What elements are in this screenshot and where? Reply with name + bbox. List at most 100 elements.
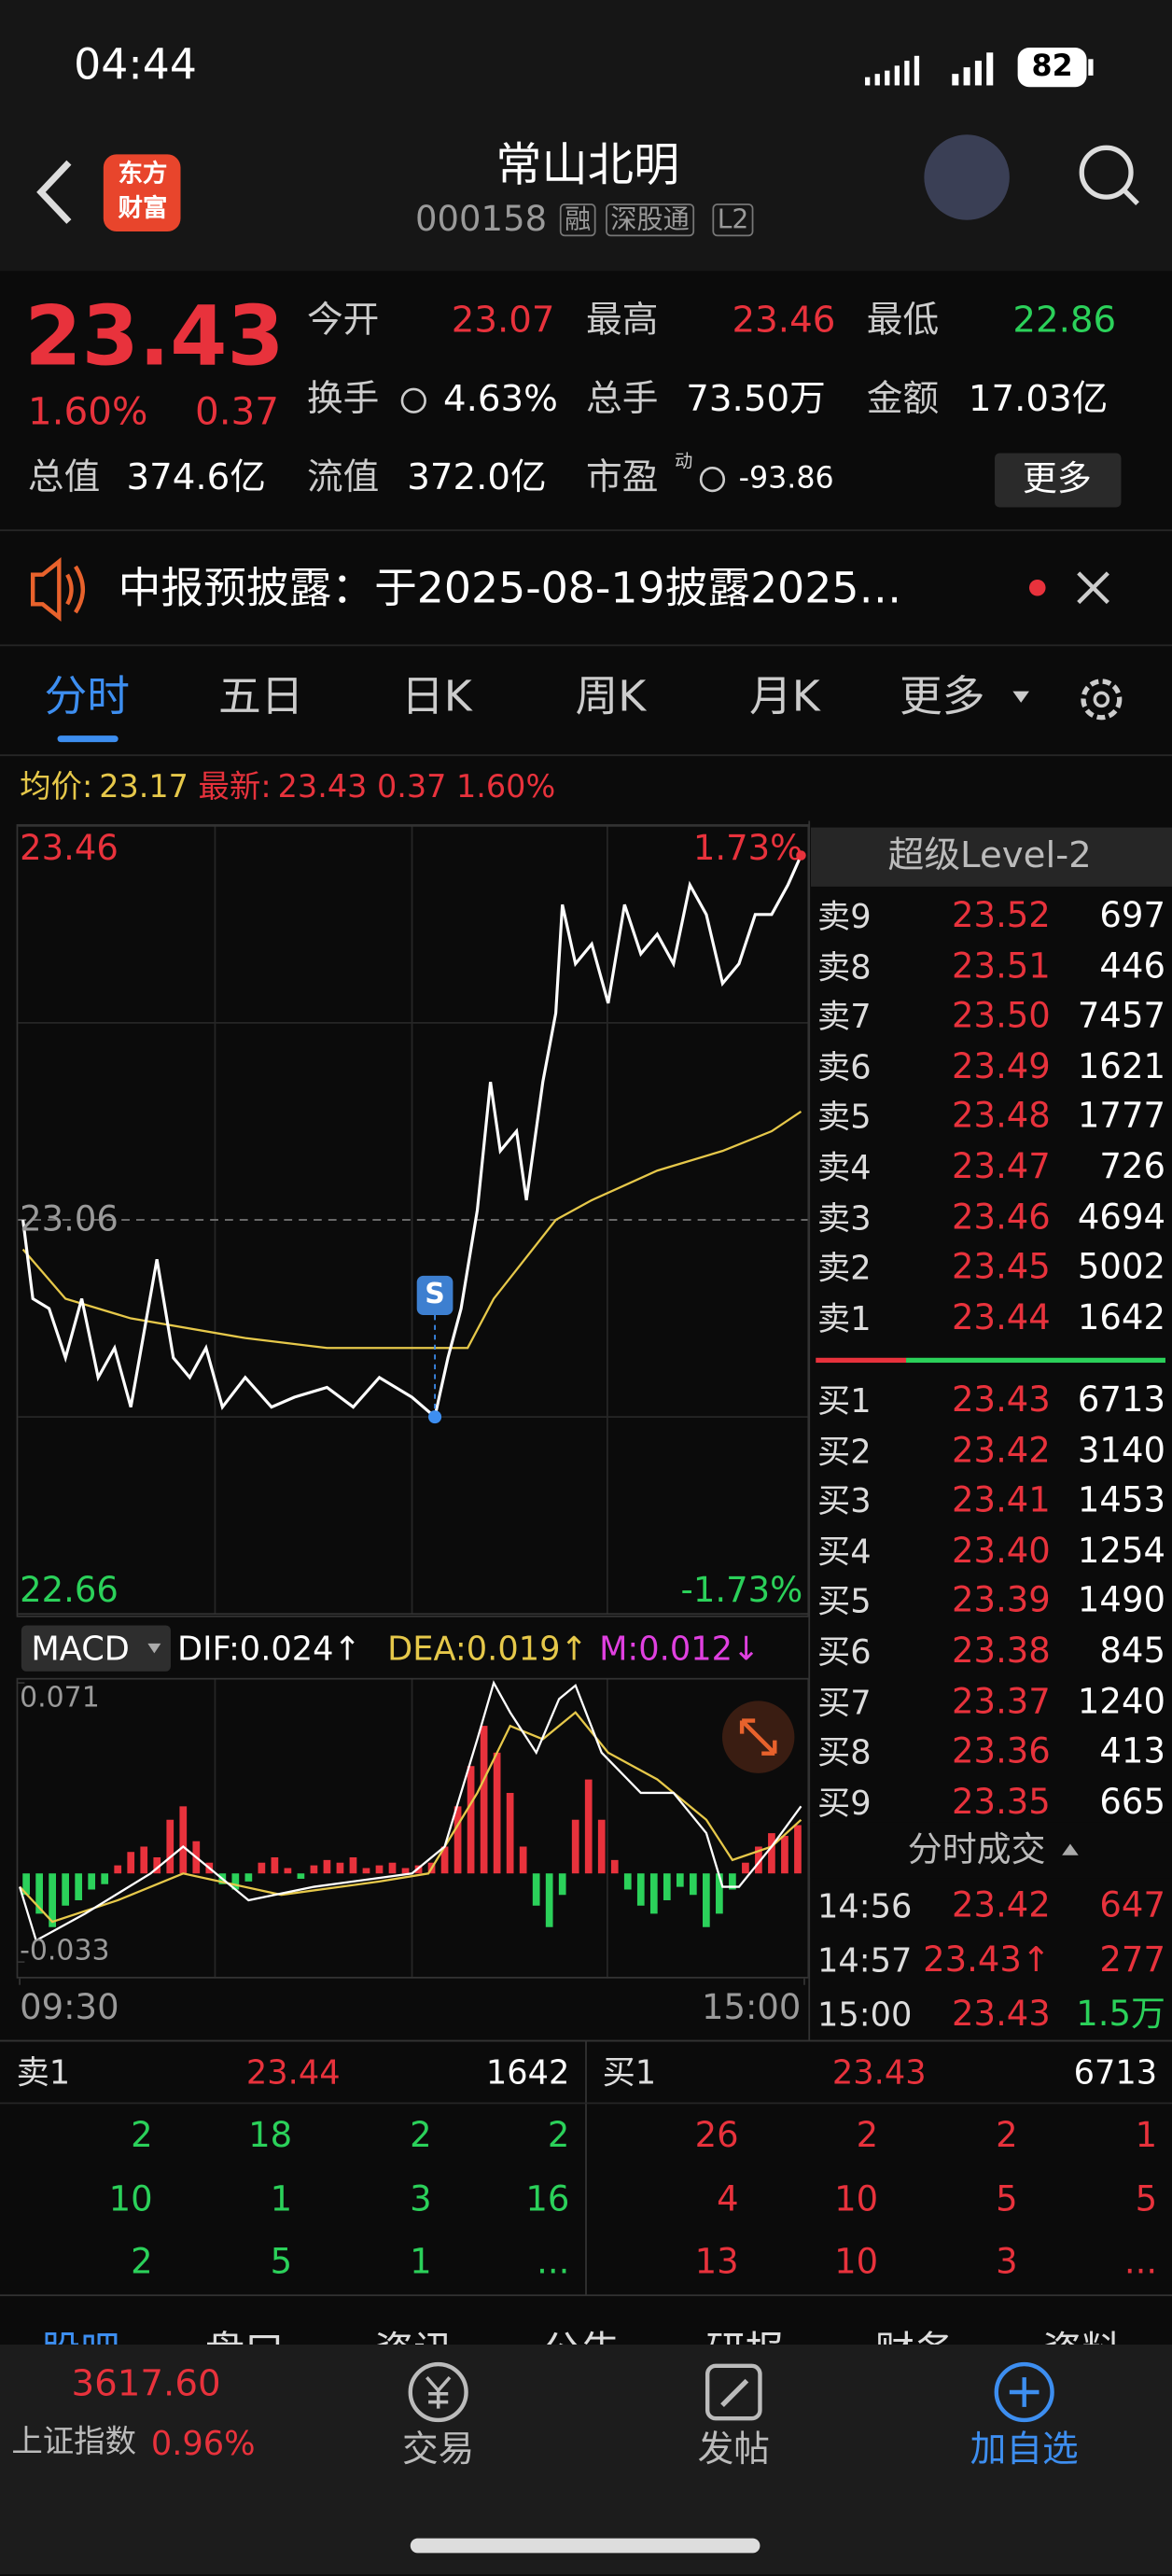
level2-label: 买4 [817, 1531, 872, 1572]
trade-icon [408, 2361, 468, 2423]
status-time: 04:44 [74, 40, 197, 91]
macd-bar [88, 1873, 96, 1890]
queue-size: 1 [410, 2242, 432, 2282]
macd-bar [179, 1806, 188, 1874]
stat-label: 今开 [306, 300, 380, 342]
macd-bar [781, 1835, 788, 1874]
trade-volume: 1.5万 [1076, 1994, 1165, 2034]
stat-label: 流值 [306, 457, 380, 499]
change-percent: 1.60% [27, 391, 148, 435]
level2-label: 卖7 [817, 997, 872, 1037]
more-button[interactable] [995, 453, 1122, 508]
level2-price: 23.37 [952, 1681, 1051, 1721]
index-name: 上证指数 [11, 2424, 137, 2461]
indicator-name[interactable]: MACD [31, 1629, 130, 1669]
plus [1009, 2377, 1039, 2407]
battery [1017, 48, 1087, 88]
y2-tick-label: -1.73% [680, 1570, 803, 1610]
queue-size: 2 [131, 2242, 153, 2282]
macd-bar [35, 1873, 43, 1914]
level2-volume: 697 [1099, 895, 1165, 935]
tab[interactable]: 分时 [44, 673, 130, 723]
macd-bar [545, 1873, 553, 1927]
queue-size: 5 [1135, 2178, 1158, 2219]
macd-bar [401, 1868, 410, 1874]
stat-label: 金额 [866, 379, 940, 421]
macd-bar [453, 1806, 462, 1874]
ratio-bar-bid [906, 1357, 1165, 1364]
level2-price: 23.35 [952, 1782, 1051, 1822]
macd-bar [493, 1752, 501, 1874]
trades-title[interactable]: 分时成交 [907, 1829, 1046, 1869]
level2-label: 买7 [817, 1682, 872, 1722]
macd-bar [336, 1862, 344, 1874]
trade-time: 14:57 [817, 1940, 913, 1981]
macd-bar [742, 1862, 749, 1874]
marker-label: S [425, 1278, 445, 1311]
queue-size: 26 [694, 2115, 739, 2155]
book-label: 卖1 [16, 2051, 71, 2093]
tab[interactable]: 周K [575, 673, 647, 723]
notice-text[interactable]: 中报预披露：于2025-08-19披露2025… [118, 565, 902, 614]
level2-price: 23.47 [952, 1146, 1051, 1186]
level2-volume: 446 [1099, 945, 1165, 986]
queue-size: 3 [410, 2178, 432, 2219]
level2-title: 超级Level-2 [887, 835, 1092, 877]
home-indicator[interactable] [410, 2538, 760, 2554]
queue-size: 4 [717, 2178, 739, 2219]
logo [103, 154, 181, 232]
info-icon[interactable] [699, 467, 726, 493]
stat-label: 最低 [866, 300, 940, 342]
macd-bar [649, 1873, 658, 1914]
stock-name: 常山北明 [495, 137, 680, 192]
macd-bar [49, 1873, 56, 1927]
settings-button[interactable] [1081, 679, 1123, 721]
search-button[interactable] [1079, 145, 1134, 200]
macd-bar [597, 1819, 606, 1874]
macd-selector[interactable] [21, 1625, 171, 1672]
macd-bar [323, 1859, 331, 1874]
trade-marker [428, 1410, 442, 1424]
level2-price: 23.44 [952, 1297, 1051, 1337]
tab[interactable]: 月K [748, 673, 820, 723]
macd-bar [140, 1846, 148, 1874]
trades-header-bg [810, 1822, 1172, 1879]
nav-button[interactable]: 交易 [401, 2429, 475, 2471]
macd-bar [284, 1868, 292, 1874]
speaker-icon [30, 557, 86, 622]
tab[interactable]: 日K [401, 673, 472, 723]
close-button[interactable] [1077, 571, 1109, 605]
stat-value: 73.50万 [686, 379, 826, 421]
stat-value: -93.86 [738, 461, 834, 497]
nav-button[interactable]: 发帖 [697, 2429, 771, 2471]
macd-bar [623, 1873, 632, 1890]
level2-price: 23.38 [952, 1631, 1051, 1671]
macd-bar [467, 1766, 475, 1874]
change-amount: 0.37 [194, 391, 280, 435]
summary-text: 23.43 0.37 1.60% [277, 769, 556, 805]
y-tick-label: -0.033 [20, 1935, 110, 1968]
macd-bar [349, 1856, 357, 1874]
tab[interactable]: 更多 [899, 673, 985, 723]
nav-bar [0, 2344, 1172, 2575]
more-label[interactable]: 更多 [1022, 458, 1092, 498]
level2-volume: 1254 [1077, 1531, 1165, 1571]
queue-size: 18 [248, 2115, 293, 2155]
level2-price: 23.41 [952, 1480, 1051, 1520]
last-point [796, 850, 806, 861]
chart-grid [18, 825, 808, 1979]
nav-button[interactable]: 加自选 [970, 2429, 1079, 2471]
trade-price: 23.43↑ [923, 1939, 1051, 1980]
info-icon[interactable] [400, 387, 426, 413]
queue-size: 10 [108, 2178, 153, 2219]
tab[interactable]: 五日 [217, 673, 304, 723]
back-button[interactable] [36, 160, 72, 224]
avatar[interactable] [924, 134, 1010, 220]
level2-label: 卖2 [817, 1248, 872, 1288]
trade-price: 23.42 [952, 1885, 1051, 1925]
macd-bar [768, 1833, 775, 1874]
y-tick-label: 22.66 [20, 1570, 119, 1610]
level2-label: 卖5 [817, 1097, 872, 1137]
battery-tip [1088, 59, 1094, 76]
header-bg [0, 0, 1172, 272]
